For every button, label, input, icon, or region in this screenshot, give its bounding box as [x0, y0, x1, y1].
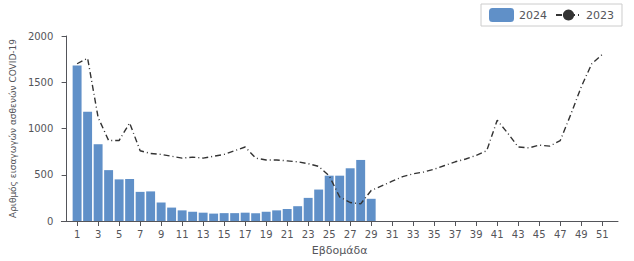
- svg-text:49: 49: [575, 229, 588, 240]
- svg-text:11: 11: [176, 229, 189, 240]
- svg-text:500: 500: [34, 169, 53, 180]
- svg-text:Εβδομάδα: Εβδομάδα: [312, 244, 368, 257]
- svg-text:33: 33: [407, 229, 420, 240]
- svg-text:43: 43: [512, 229, 525, 240]
- svg-text:1: 1: [74, 229, 80, 240]
- svg-text:2000: 2000: [28, 31, 53, 42]
- svg-text:23: 23: [302, 229, 315, 240]
- svg-text:9: 9: [158, 229, 164, 240]
- svg-text:3: 3: [95, 229, 101, 240]
- svg-text:29: 29: [365, 229, 378, 240]
- svg-text:21: 21: [281, 229, 294, 240]
- svg-text:39: 39: [470, 229, 483, 240]
- svg-text:7: 7: [137, 229, 143, 240]
- svg-text:15: 15: [218, 229, 231, 240]
- svg-text:1000: 1000: [28, 123, 53, 134]
- svg-text:37: 37: [449, 229, 462, 240]
- svg-text:27: 27: [344, 229, 357, 240]
- svg-text:47: 47: [554, 229, 567, 240]
- svg-text:5: 5: [116, 229, 122, 240]
- svg-text:13: 13: [197, 229, 210, 240]
- svg-text:2023: 2023: [586, 9, 614, 22]
- svg-text:19: 19: [260, 229, 273, 240]
- svg-text:2024: 2024: [519, 9, 547, 22]
- svg-text:31: 31: [386, 229, 399, 240]
- svg-text:35: 35: [428, 229, 441, 240]
- svg-text:41: 41: [491, 229, 504, 240]
- svg-text:Αριθμός εισαγωγών ασθενών COVI: Αριθμός εισαγωγών ασθενών COVID-19: [8, 39, 18, 218]
- svg-text:25: 25: [323, 229, 336, 240]
- svg-text:45: 45: [533, 229, 546, 240]
- svg-text:17: 17: [239, 229, 252, 240]
- svg-text:1500: 1500: [28, 77, 53, 88]
- svg-text:51: 51: [596, 229, 609, 240]
- svg-text:0: 0: [47, 216, 53, 227]
